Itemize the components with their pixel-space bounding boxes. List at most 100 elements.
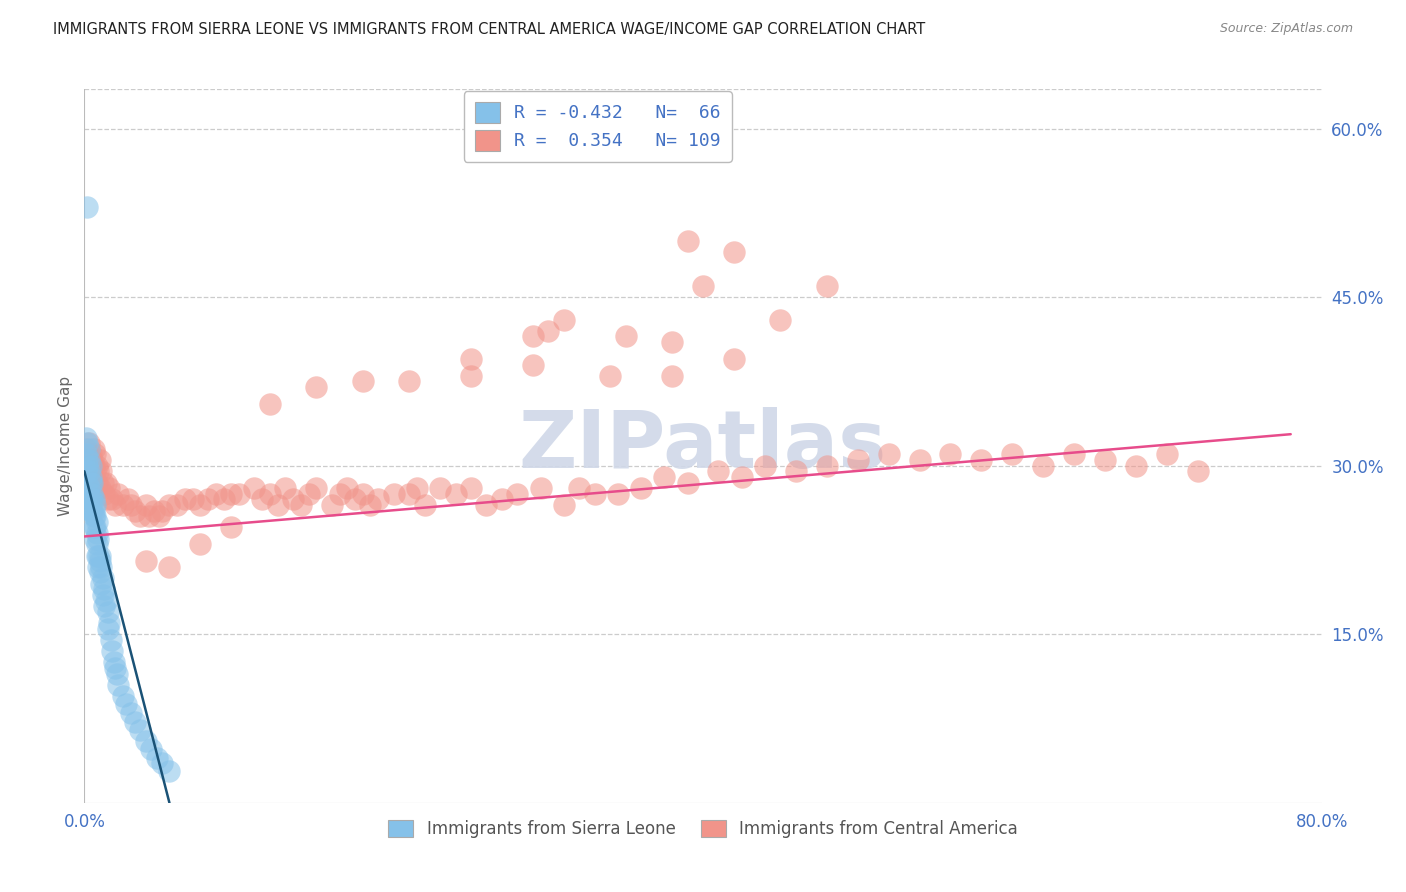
Point xyxy=(259,487,281,501)
Point xyxy=(77,436,100,450)
Point xyxy=(328,487,352,501)
Point xyxy=(382,487,405,501)
Point xyxy=(1156,447,1178,461)
Point xyxy=(124,503,146,517)
Point xyxy=(661,334,683,349)
Point xyxy=(522,358,544,372)
Point xyxy=(84,498,107,512)
Point xyxy=(219,487,242,501)
Point xyxy=(360,498,382,512)
Point xyxy=(281,492,305,507)
Point xyxy=(491,492,513,507)
Point xyxy=(93,487,115,501)
Point xyxy=(86,549,108,563)
Point xyxy=(274,481,297,495)
Point xyxy=(90,559,112,574)
Point xyxy=(79,503,101,517)
Point xyxy=(79,492,101,507)
Point xyxy=(79,447,101,461)
Point xyxy=(103,656,125,670)
Point xyxy=(112,689,135,703)
Point xyxy=(89,481,111,495)
Point xyxy=(1001,447,1024,461)
Point xyxy=(553,312,575,326)
Point xyxy=(1125,458,1147,473)
Point xyxy=(138,509,160,524)
Point xyxy=(398,375,420,389)
Point xyxy=(250,492,273,507)
Point xyxy=(104,498,127,512)
Point xyxy=(98,615,121,630)
Point xyxy=(159,764,180,779)
Point xyxy=(475,498,498,512)
Point xyxy=(76,464,98,478)
Point xyxy=(652,470,675,484)
Point xyxy=(143,503,166,517)
Point xyxy=(785,464,807,478)
Point xyxy=(82,487,104,501)
Point xyxy=(91,588,114,602)
Point xyxy=(352,375,374,389)
Point xyxy=(105,666,128,681)
Point xyxy=(1032,458,1054,473)
Point xyxy=(124,714,146,729)
Point xyxy=(83,458,105,473)
Point xyxy=(583,487,606,501)
Point xyxy=(970,453,993,467)
Point xyxy=(1094,453,1116,467)
Point xyxy=(754,458,776,473)
Point xyxy=(82,470,104,484)
Point xyxy=(135,734,157,748)
Point xyxy=(84,532,107,546)
Point xyxy=(96,492,118,507)
Point xyxy=(297,487,319,501)
Point xyxy=(89,554,111,568)
Point xyxy=(79,475,101,490)
Point xyxy=(846,453,869,467)
Point xyxy=(90,464,112,478)
Point xyxy=(174,492,197,507)
Point xyxy=(135,498,157,512)
Point xyxy=(243,481,266,495)
Point xyxy=(398,487,420,501)
Point xyxy=(1063,447,1085,461)
Point xyxy=(107,678,129,692)
Point xyxy=(429,481,451,495)
Text: ZIPatlas: ZIPatlas xyxy=(519,407,887,485)
Point xyxy=(1187,464,1209,478)
Point xyxy=(305,481,328,495)
Point xyxy=(77,453,100,467)
Point xyxy=(815,458,838,473)
Point xyxy=(101,644,124,658)
Point xyxy=(212,492,235,507)
Point xyxy=(76,200,98,214)
Point xyxy=(96,605,118,619)
Point xyxy=(188,537,211,551)
Point xyxy=(120,498,142,512)
Point xyxy=(87,532,110,546)
Point xyxy=(91,571,114,585)
Point xyxy=(93,582,115,597)
Point xyxy=(83,492,105,507)
Point xyxy=(79,470,101,484)
Point xyxy=(877,447,900,461)
Point xyxy=(84,464,107,478)
Point xyxy=(599,368,621,383)
Point xyxy=(181,492,204,507)
Point xyxy=(104,661,127,675)
Point xyxy=(267,498,290,512)
Point xyxy=(112,498,135,512)
Point xyxy=(606,487,628,501)
Point xyxy=(219,520,242,534)
Point xyxy=(75,442,97,456)
Point xyxy=(107,487,129,501)
Point xyxy=(117,492,139,507)
Point xyxy=(87,559,110,574)
Point xyxy=(707,464,730,478)
Point xyxy=(630,481,652,495)
Point xyxy=(676,234,699,248)
Point xyxy=(77,453,100,467)
Point xyxy=(84,447,107,461)
Point xyxy=(166,498,188,512)
Point xyxy=(723,245,745,260)
